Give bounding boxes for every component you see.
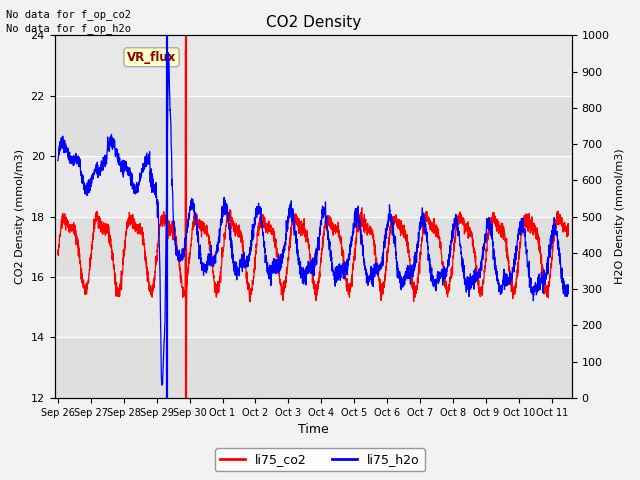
Text: VR_flux: VR_flux: [127, 51, 176, 64]
Text: No data for f_op_co2: No data for f_op_co2: [6, 9, 131, 20]
Bar: [54, 96, 572, 156]
Y-axis label: H2O Density (mmol/m3): H2O Density (mmol/m3): [615, 149, 625, 285]
Text: No data for f_op_h2o: No data for f_op_h2o: [6, 23, 131, 34]
Title: CO2 Density: CO2 Density: [266, 15, 361, 30]
Bar: [54, 337, 572, 398]
Bar: [54, 216, 572, 277]
Legend: li75_co2, li75_h2o: li75_co2, li75_h2o: [215, 448, 425, 471]
Y-axis label: CO2 Density (mmol/m3): CO2 Density (mmol/m3): [15, 149, 25, 284]
X-axis label: Time: Time: [298, 423, 328, 436]
